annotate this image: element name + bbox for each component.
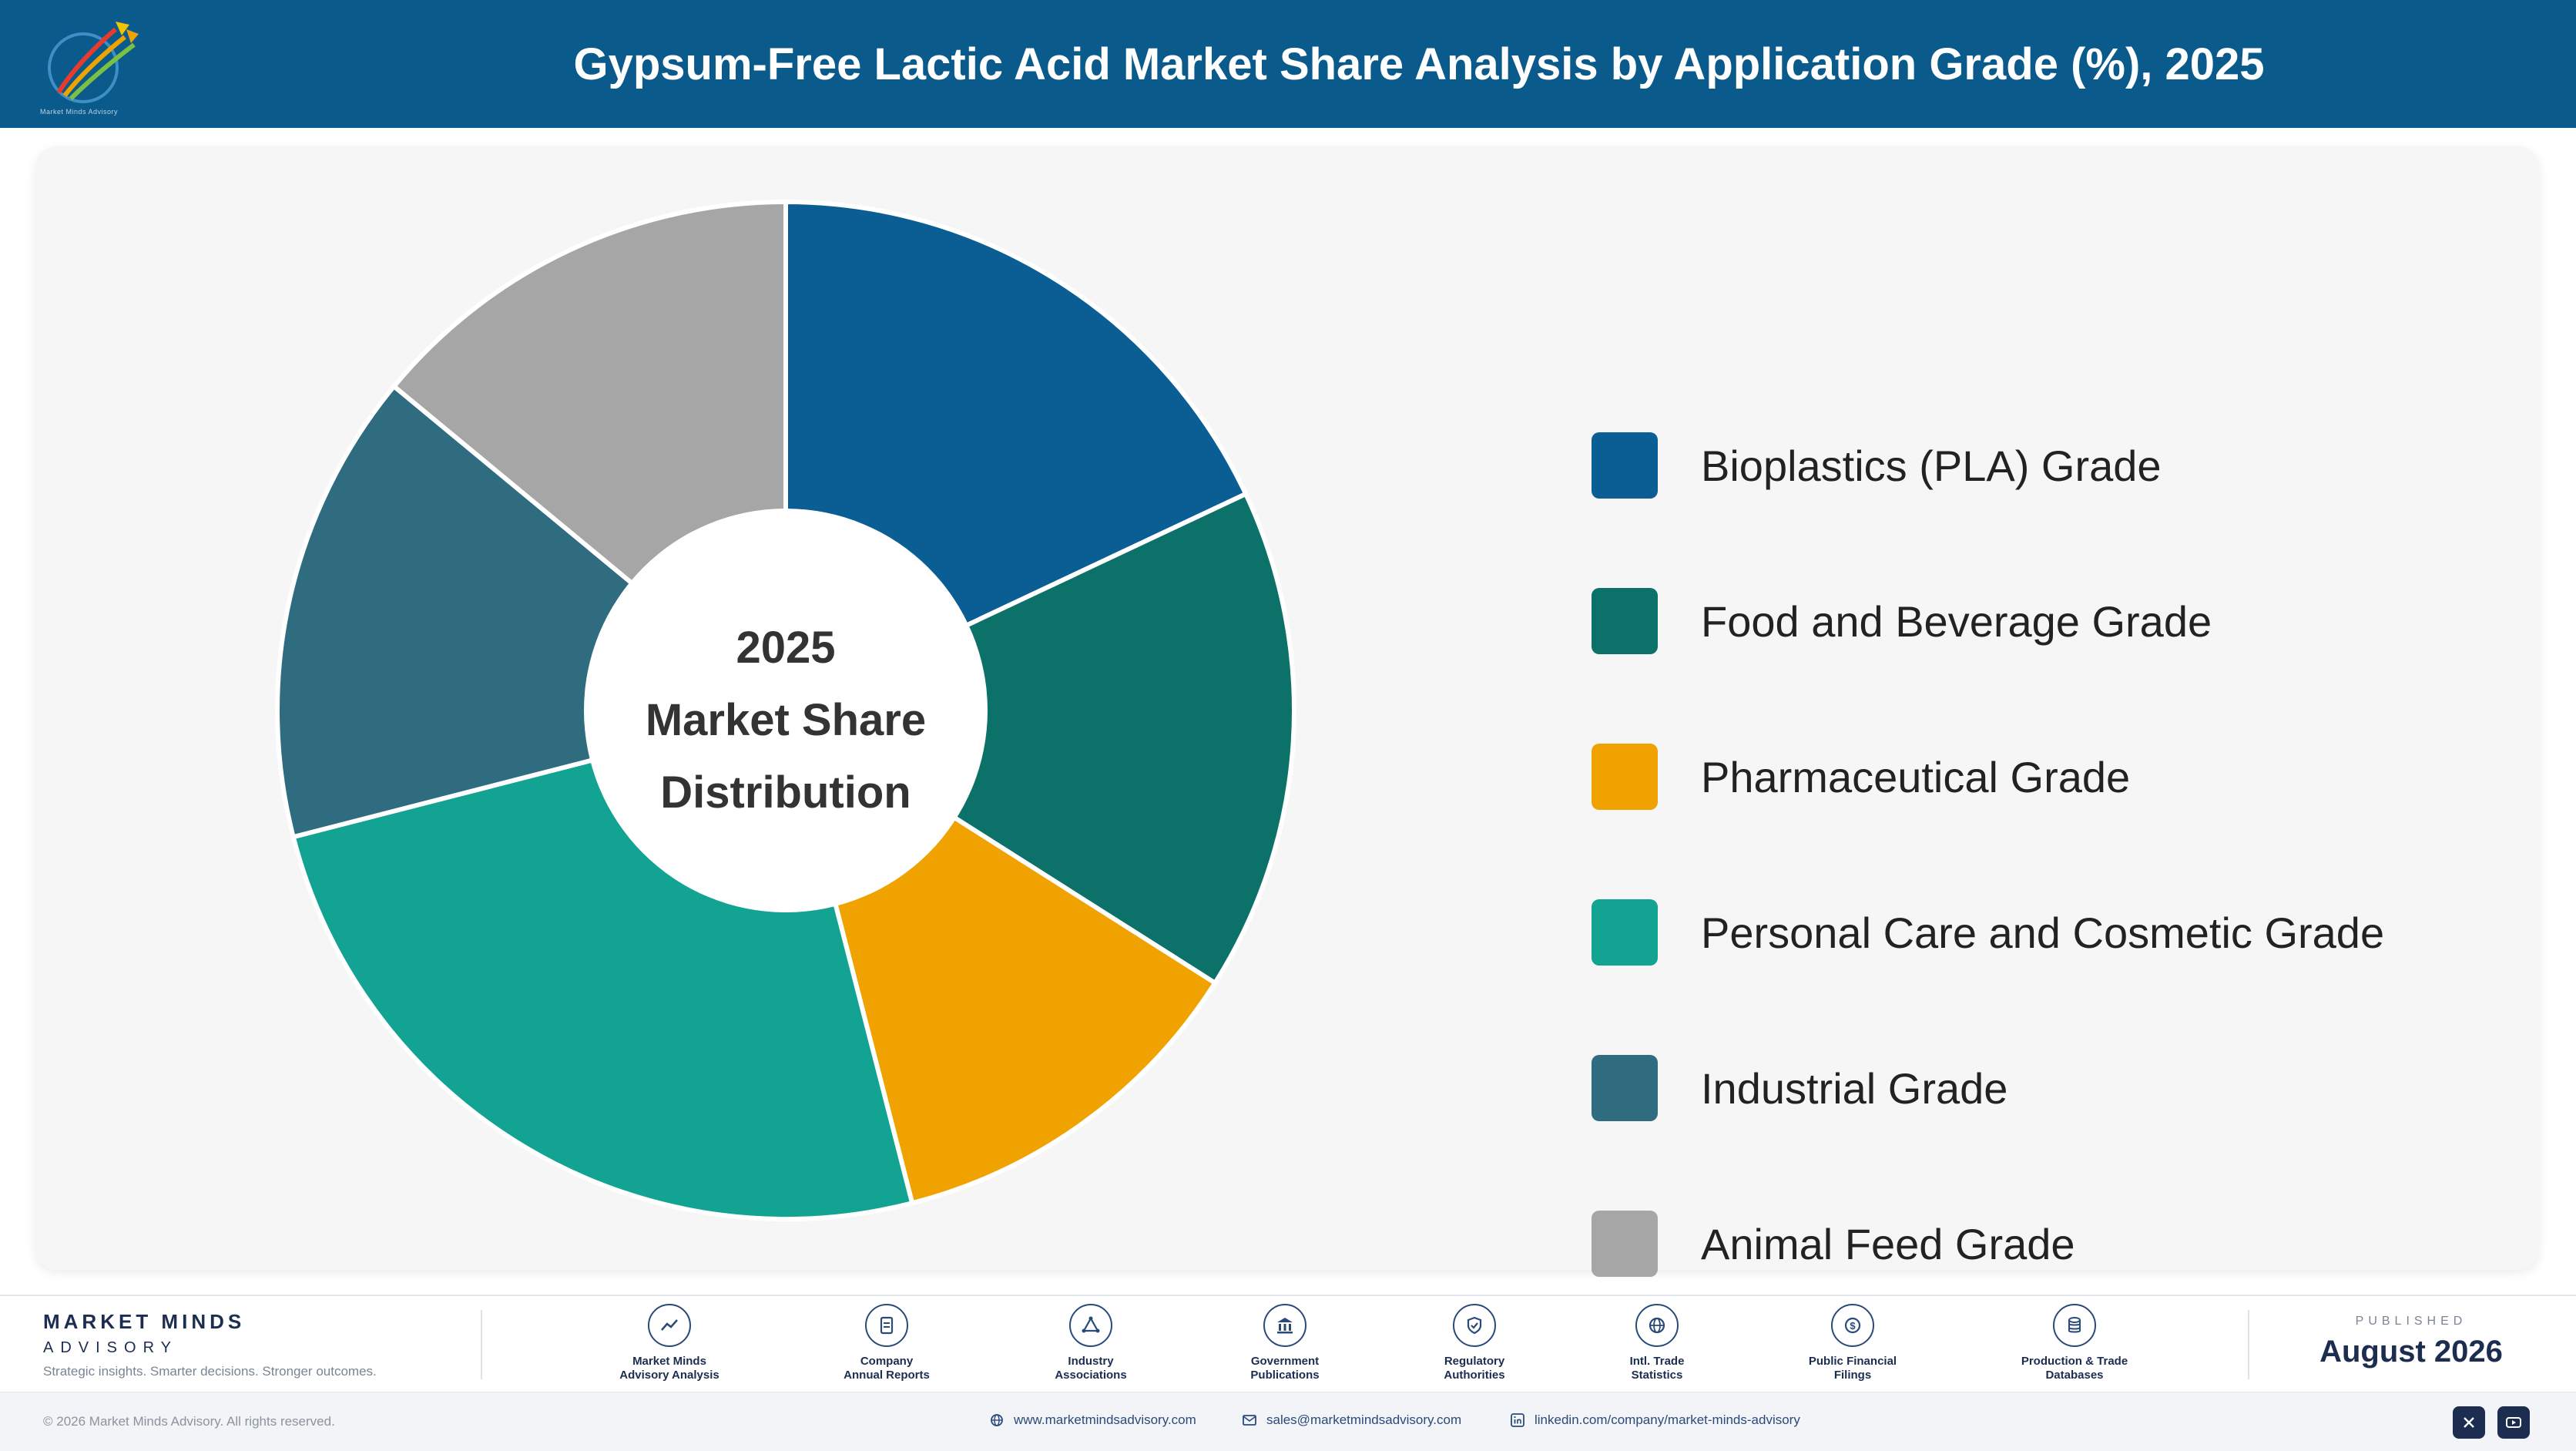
globe-icon xyxy=(991,1414,1003,1426)
legend-item[interactable]: Industrial Grade xyxy=(1592,1054,2007,1122)
mail-icon xyxy=(1243,1415,1256,1426)
donut-chart: 2025 Market Share Distribution xyxy=(275,199,1296,1221)
legend-swatch xyxy=(1592,744,1658,810)
source-label-line2: Publications xyxy=(1250,1369,1320,1382)
source-market-minds-analysis[interactable]: Market Minds Advisory Analysis xyxy=(592,1304,746,1382)
legend-label: Industrial Grade xyxy=(1701,1063,2008,1113)
database-icon xyxy=(2053,1304,2096,1347)
linkedin-text: linkedin.com/company/market-minds-adviso… xyxy=(1535,1412,1800,1427)
dollar-coin-icon: $ xyxy=(1831,1304,1874,1347)
linkedin-link[interactable]: linkedin.com/company/market-minds-adviso… xyxy=(1510,1412,1800,1428)
source-label-line1: Public Financial xyxy=(1808,1355,1897,1368)
center-text-line3: Distribution xyxy=(660,767,911,818)
source-label-line2: Statistics xyxy=(1631,1369,1683,1382)
legend-item[interactable]: Bioplastics (PLA) Grade xyxy=(1592,432,2162,499)
source-label-line2: Associations xyxy=(1055,1369,1127,1382)
source-company-annual-reports[interactable]: Company Annual Reports xyxy=(810,1304,964,1382)
source-government-publications[interactable]: Government Publications xyxy=(1208,1304,1362,1382)
legend-swatch xyxy=(1592,1211,1658,1277)
brand-tagline: Strategic insights. Smarter decisions. S… xyxy=(43,1364,377,1379)
source-industry-associations[interactable]: Industry Associations xyxy=(1014,1304,1168,1382)
x-social-button[interactable] xyxy=(2453,1406,2485,1439)
website-link[interactable]: www.marketmindsadvisory.com xyxy=(989,1412,1196,1428)
legend-label: Personal Care and Cosmetic Grade xyxy=(1701,908,2385,957)
email-link[interactable]: sales@marketmindsadvisory.com xyxy=(1242,1412,1461,1428)
legend-label: Pharmaceutical Grade xyxy=(1701,752,2131,801)
legend-swatch xyxy=(1592,1055,1658,1121)
youtube-icon xyxy=(2506,1417,2521,1428)
source-regulatory-authorities[interactable]: Regulatory Authorities xyxy=(1397,1304,1551,1382)
published-date: August 2026 xyxy=(2319,1335,2503,1369)
source-label-line2: Annual Reports xyxy=(844,1369,930,1382)
copyright-text: © 2026 Market Minds Advisory. All rights… xyxy=(43,1414,335,1429)
legend-label: Food and Beverage Grade xyxy=(1701,596,2212,646)
network-icon xyxy=(1069,1304,1112,1347)
bottom-bar: © 2026 Market Minds Advisory. All rights… xyxy=(0,1392,2576,1451)
legend-item[interactable]: Personal Care and Cosmetic Grade xyxy=(1592,898,2384,966)
source-label-line2: Advisory Analysis xyxy=(619,1369,719,1382)
brand-subtitle: ADVISORY xyxy=(43,1339,178,1356)
government-building-icon xyxy=(1263,1304,1306,1347)
legend-swatch xyxy=(1592,588,1658,654)
donut-center-hole xyxy=(584,509,988,912)
pie-slice-food-and-beverage-grade[interactable] xyxy=(780,490,1296,986)
source-label-line1: Industry xyxy=(1068,1355,1114,1368)
logo-caption: Market Minds Advisory xyxy=(40,108,119,116)
website-text: www.marketmindsadvisory.com xyxy=(1014,1412,1196,1427)
source-label-line1: Intl. Trade xyxy=(1629,1355,1685,1368)
header-bar: Market Minds Advisory Gypsum-Free Lactic… xyxy=(0,0,2576,128)
brand-name: MARKET MINDS xyxy=(43,1310,246,1333)
linkedin-icon xyxy=(1511,1413,1524,1427)
footer-divider xyxy=(2248,1310,2249,1379)
footer-divider xyxy=(481,1310,482,1379)
chart-line-icon xyxy=(648,1304,691,1347)
source-label-line1: Production & Trade xyxy=(2021,1355,2128,1368)
source-label-line2: Authorities xyxy=(1444,1369,1505,1382)
center-text-year: 2025 xyxy=(736,623,835,673)
document-icon xyxy=(865,1304,908,1347)
x-logo-icon xyxy=(2464,1417,2474,1428)
source-label-line2: Databases xyxy=(2045,1369,2104,1382)
legend-label: Animal Feed Grade xyxy=(1701,1219,2075,1268)
source-label-line1: Market Minds xyxy=(632,1355,706,1368)
center-text-line2: Market Share xyxy=(646,695,926,745)
source-label-line1: Government xyxy=(1250,1355,1320,1368)
company-logo xyxy=(48,22,139,103)
legend-item[interactable]: Food and Beverage Grade xyxy=(1592,587,2212,655)
legend-swatch xyxy=(1592,899,1658,966)
source-public-financial-filings[interactable]: $ Public Financial Filings xyxy=(1776,1304,1930,1382)
page-title: Gypsum-Free Lactic Acid Market Share Ana… xyxy=(573,39,2265,89)
legend-item[interactable]: Pharmaceutical Grade xyxy=(1592,743,2130,811)
source-intl-trade-statistics[interactable]: Intl. Trade Statistics xyxy=(1580,1304,1734,1382)
source-label-line2: Filings xyxy=(1833,1369,1872,1382)
legend-item[interactable]: Animal Feed Grade xyxy=(1592,1210,2075,1278)
svg-text:$: $ xyxy=(1850,1320,1856,1332)
footer: MARKET MINDS ADVISORY Strategic insights… xyxy=(0,1295,2576,1392)
shield-check-icon xyxy=(1453,1304,1496,1347)
legend-label: Bioplastics (PLA) Grade xyxy=(1701,441,2162,490)
source-label-line1: Regulatory xyxy=(1444,1355,1505,1368)
globe-icon xyxy=(1635,1304,1679,1347)
email-text: sales@marketmindsadvisory.com xyxy=(1266,1412,1462,1427)
source-label-line1: Company xyxy=(860,1355,914,1368)
chart-panel: 2025 Market Share Distribution Bioplasti… xyxy=(35,146,2539,1277)
legend-swatch xyxy=(1592,432,1658,499)
published-label: PUBLISHED xyxy=(2355,1315,2467,1328)
source-production-trade-databases[interactable]: Production & Trade Databases xyxy=(1997,1304,2152,1382)
youtube-social-button[interactable] xyxy=(2497,1406,2530,1439)
